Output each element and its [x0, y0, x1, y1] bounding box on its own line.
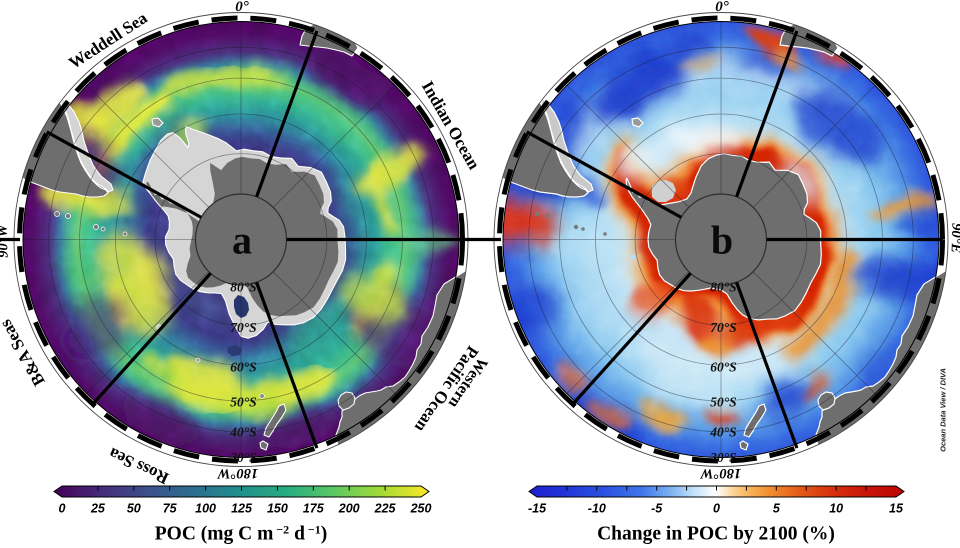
svg-text:0°: 0° — [715, 0, 729, 15]
svg-text:200: 200 — [338, 502, 360, 516]
svg-text:60°S: 60°S — [230, 360, 256, 375]
svg-text:60°S: 60°S — [710, 360, 736, 375]
svg-text:90°E: 90°E — [947, 223, 960, 254]
svg-text:-10: -10 — [588, 502, 606, 516]
svg-text:a: a — [232, 218, 252, 263]
svg-text:40°S: 40°S — [709, 425, 736, 440]
svg-text:25: 25 — [90, 502, 106, 516]
svg-text:80°S: 80°S — [710, 280, 736, 295]
svg-text:-15: -15 — [528, 502, 547, 516]
svg-text:150: 150 — [267, 502, 288, 516]
svg-text:15: 15 — [889, 502, 904, 516]
svg-text:10: 10 — [829, 502, 843, 516]
svg-text:b: b — [711, 218, 733, 263]
svg-text:50°S: 50°S — [230, 395, 256, 410]
svg-text:40°S: 40°S — [229, 425, 256, 440]
svg-text:180°W: 180°W — [700, 465, 742, 481]
svg-text:5: 5 — [773, 502, 781, 516]
svg-text:Change in POC by 2100 (%): Change in POC by 2100 (%) — [597, 524, 835, 545]
svg-text:0°: 0° — [235, 0, 249, 15]
svg-text:70°S: 70°S — [710, 320, 736, 335]
svg-text:50: 50 — [127, 502, 141, 516]
svg-text:100: 100 — [195, 502, 216, 516]
svg-text:Ocean Data View / DIVA: Ocean Data View / DIVA — [939, 368, 948, 452]
svg-text:80°S: 80°S — [230, 280, 256, 295]
svg-text:180°W: 180°W — [217, 465, 259, 481]
svg-text:125: 125 — [231, 502, 253, 516]
svg-text:75: 75 — [163, 502, 178, 516]
svg-text:70°S: 70°S — [230, 320, 256, 335]
svg-text:0: 0 — [59, 502, 66, 516]
svg-text:175: 175 — [303, 502, 325, 516]
svg-text:225: 225 — [374, 502, 397, 516]
svg-text:250: 250 — [410, 502, 432, 516]
svg-text:0: 0 — [713, 502, 720, 516]
svg-text:-5: -5 — [651, 502, 663, 516]
svg-text:POC (mg C m −2 d −1): POC (mg C m −2 d −1) — [155, 523, 328, 545]
svg-text:50°S: 50°S — [710, 395, 736, 410]
svg-text:90°W: 90°W — [0, 223, 12, 258]
